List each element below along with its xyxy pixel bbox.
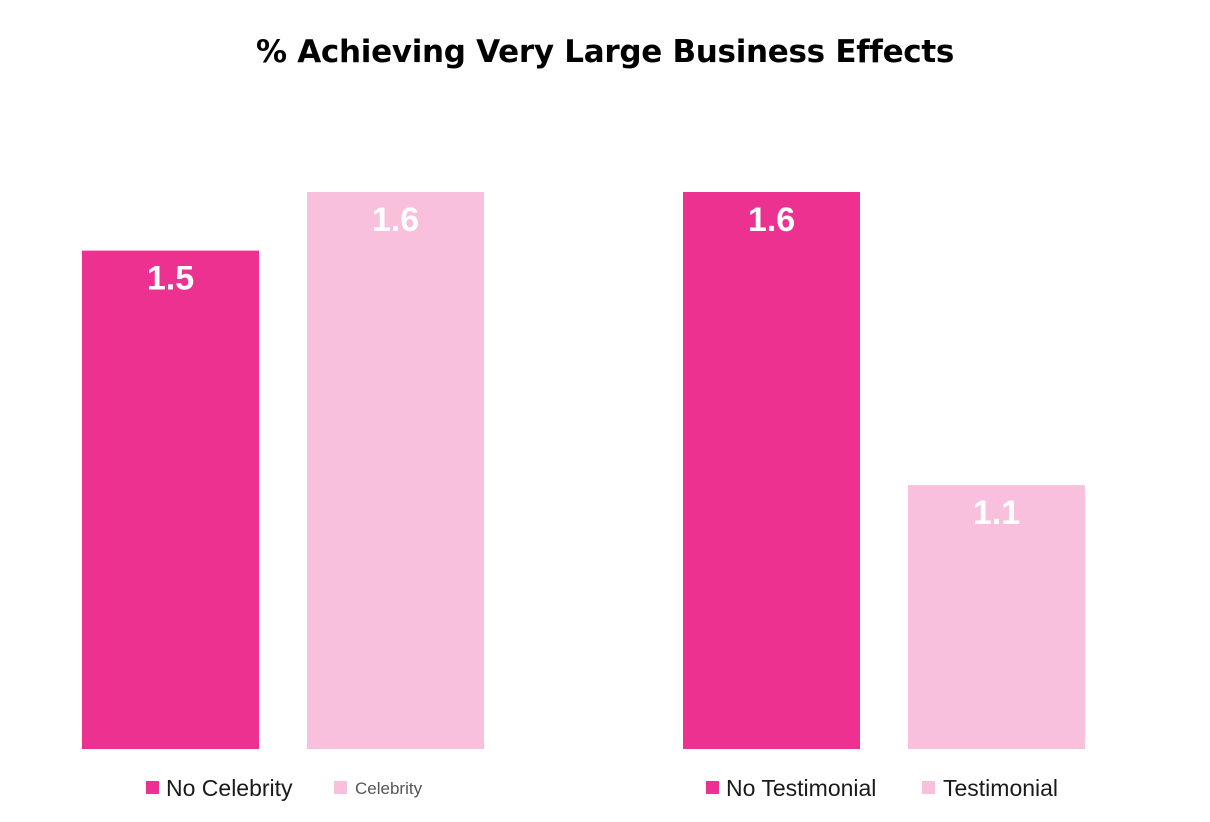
data-label: 1.5: [147, 260, 194, 298]
data-label: 1.1: [973, 494, 1020, 532]
chart-title: % Achieving Very Large Business Effects: [255, 34, 955, 70]
legend-swatch: [706, 781, 719, 794]
bar-celebrity: [307, 192, 484, 749]
data-label: 1.6: [748, 201, 795, 239]
legend-label: Celebrity: [355, 779, 423, 798]
legend-label: No Testimonial: [726, 775, 876, 801]
legend-swatch: [146, 781, 159, 794]
legend-label: Testimonial: [943, 775, 1058, 801]
legend-swatch: [334, 781, 347, 794]
bar-no-testimonial: [683, 192, 860, 749]
bar-no-celebrity: [82, 250, 259, 749]
legend-label: No Celebrity: [166, 775, 293, 801]
bar-testimonial: [908, 485, 1085, 749]
legend-swatch: [922, 781, 935, 794]
data-label: 1.6: [372, 201, 419, 239]
